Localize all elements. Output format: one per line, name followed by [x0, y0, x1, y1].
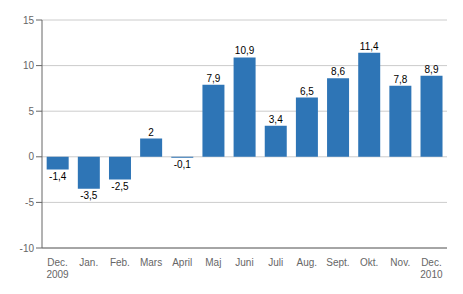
svg-text:Juni: Juni	[235, 257, 253, 268]
svg-text:8,6: 8,6	[331, 66, 345, 77]
svg-text:-0,1: -0,1	[174, 159, 192, 170]
svg-text:11,4: 11,4	[360, 41, 379, 52]
svg-text:15: 15	[23, 15, 35, 26]
svg-text:-5: -5	[25, 197, 34, 208]
svg-text:Mars: Mars	[140, 257, 162, 268]
svg-text:7,8: 7,8	[393, 74, 407, 85]
svg-text:Okt.: Okt.	[360, 257, 378, 268]
svg-text:0: 0	[28, 151, 34, 162]
svg-text:2: 2	[148, 127, 154, 138]
svg-text:Feb.: Feb.	[110, 257, 130, 268]
svg-text:-1,4: -1,4	[49, 171, 67, 182]
svg-text:Sept.: Sept.	[326, 257, 349, 268]
svg-text:-10: -10	[20, 243, 35, 254]
svg-text:3,4: 3,4	[269, 114, 283, 125]
svg-text:Maj: Maj	[205, 257, 221, 268]
svg-text:Aug.: Aug.	[297, 257, 318, 268]
svg-text:Nov.: Nov.	[390, 257, 410, 268]
svg-text:-3,5: -3,5	[80, 190, 98, 201]
svg-text:8,9: 8,9	[425, 64, 439, 75]
svg-text:Juli: Juli	[268, 257, 283, 268]
svg-text:5: 5	[28, 106, 34, 117]
svg-text:10: 10	[23, 60, 35, 71]
svg-text:10,9: 10,9	[235, 45, 255, 56]
svg-text:April: April	[172, 257, 192, 268]
svg-text:-2,5: -2,5	[111, 181, 129, 192]
svg-text:Dec.2010: Dec.2010	[420, 257, 443, 280]
svg-text:Jan.: Jan.	[79, 257, 98, 268]
svg-text:Dec.2009: Dec.2009	[46, 257, 69, 280]
svg-text:6,5: 6,5	[300, 86, 314, 97]
svg-text:7,9: 7,9	[206, 73, 220, 84]
